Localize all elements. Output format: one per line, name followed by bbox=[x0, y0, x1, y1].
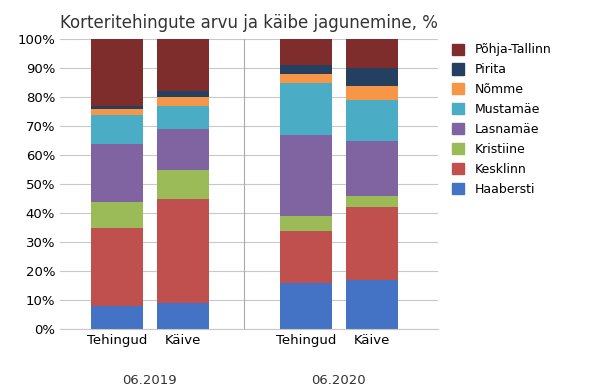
Bar bbox=[280, 230, 332, 283]
Bar bbox=[280, 83, 332, 135]
Bar bbox=[280, 283, 332, 329]
Bar bbox=[91, 228, 143, 306]
Bar bbox=[157, 303, 209, 329]
Bar bbox=[91, 109, 143, 114]
Bar bbox=[91, 306, 143, 329]
Bar bbox=[346, 280, 398, 329]
Bar bbox=[346, 196, 398, 207]
Bar bbox=[346, 141, 398, 196]
Bar bbox=[280, 39, 332, 65]
Bar bbox=[346, 207, 398, 280]
Bar bbox=[157, 97, 209, 106]
Bar bbox=[91, 106, 143, 109]
Text: 06.2019: 06.2019 bbox=[122, 374, 177, 387]
Title: Korteritehingute arvu ja käibe jagunemine, %: Korteritehingute arvu ja käibe jagunemin… bbox=[60, 14, 438, 32]
Bar bbox=[91, 201, 143, 228]
Text: 06.2020: 06.2020 bbox=[311, 374, 366, 387]
Bar bbox=[91, 143, 143, 201]
Bar bbox=[157, 199, 209, 303]
Bar bbox=[157, 170, 209, 199]
Bar bbox=[346, 68, 398, 85]
Bar bbox=[157, 39, 209, 91]
Bar bbox=[91, 39, 143, 106]
Legend: Põhja-Tallinn, Pirita, Nõmme, Mustamäe, Lasnamäe, Kristiine, Kesklinn, Haabersti: Põhja-Tallinn, Pirita, Nõmme, Mustamäe, … bbox=[448, 40, 555, 199]
Bar bbox=[157, 129, 209, 170]
Bar bbox=[346, 100, 398, 141]
Bar bbox=[280, 74, 332, 83]
Bar bbox=[157, 91, 209, 97]
Bar bbox=[280, 135, 332, 216]
Bar bbox=[280, 216, 332, 230]
Bar bbox=[157, 106, 209, 129]
Bar bbox=[346, 85, 398, 100]
Bar bbox=[346, 39, 398, 68]
Bar bbox=[91, 114, 143, 143]
Bar bbox=[280, 65, 332, 74]
